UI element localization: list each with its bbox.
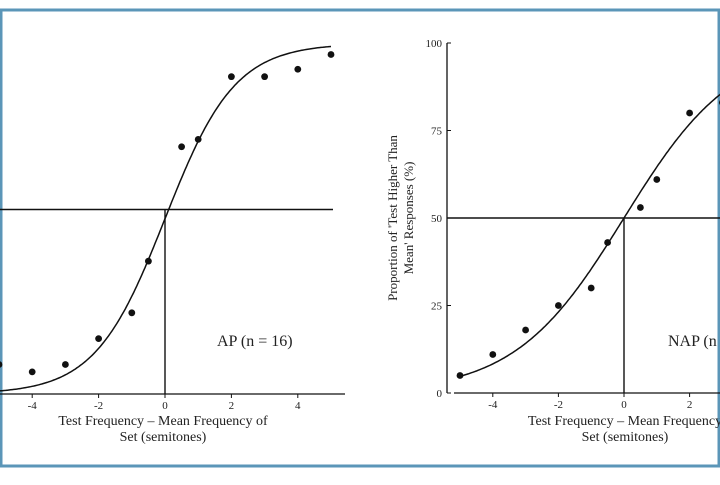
data-point-nap bbox=[604, 239, 611, 246]
fit-curve-ap bbox=[0, 45, 332, 392]
data-point-ap bbox=[128, 309, 136, 317]
x-tick-label-ap: 2 bbox=[229, 400, 235, 412]
y-axis-label-line-1-nap: Proportion of 'Test Higher Than bbox=[385, 135, 400, 301]
x-tick-label-ap: -4 bbox=[28, 400, 38, 412]
data-point-ap bbox=[145, 257, 152, 265]
y-tick-label-nap: 0 bbox=[437, 388, 443, 400]
data-point-ap bbox=[178, 143, 186, 151]
data-point-nap bbox=[686, 109, 693, 117]
data-point-nap bbox=[522, 326, 529, 334]
data-point-ap bbox=[28, 368, 36, 376]
x-tick-label-nap: -4 bbox=[488, 399, 498, 411]
data-point-nap bbox=[489, 351, 497, 358]
chart-annotation-nap: NAP (n bbox=[668, 333, 717, 350]
data-point-ap bbox=[228, 73, 235, 81]
y-tick-label-nap: 50 bbox=[431, 213, 443, 225]
y-axis-label-line-2-nap: Mean' Responses (%) bbox=[401, 162, 416, 275]
data-point-nap bbox=[456, 372, 464, 379]
chart-panel-ap: AP (n = 16) Test Frequency – Mean Freque… bbox=[0, 45, 345, 445]
x-axis-label-line-2-nap: Set (semitones) bbox=[582, 430, 669, 445]
x-tick-label-ap: -2 bbox=[94, 400, 103, 412]
figure-border bbox=[0, 8, 720, 468]
y-tick-label-nap: 25 bbox=[431, 301, 443, 313]
x-axis-label-line-1-ap: Test Frequency – Mean Frequency of bbox=[58, 414, 268, 429]
x-axis-label-line-2-ap: Set (semitones) bbox=[120, 430, 207, 445]
fit-curve-nap bbox=[459, 93, 720, 378]
chart-panel-nap: NAP (n Test Frequency – Mean Frequency S… bbox=[385, 38, 720, 445]
data-point-ap bbox=[62, 361, 69, 368]
data-point-nap bbox=[555, 302, 562, 309]
x-tick-label-ap: 4 bbox=[295, 400, 301, 412]
y-tick-label-nap: 75 bbox=[431, 126, 443, 138]
data-point-ap bbox=[294, 65, 302, 73]
data-point-ap bbox=[327, 51, 335, 58]
x-axis-label-line-1-nap: Test Frequency – Mean Frequency bbox=[528, 414, 720, 429]
chart-annotation-ap: AP (n = 16) bbox=[217, 333, 293, 350]
data-point-ap bbox=[0, 361, 3, 368]
data-point-ap bbox=[194, 135, 202, 143]
data-point-ap bbox=[261, 73, 268, 81]
data-point-nap bbox=[637, 204, 644, 211]
x-tick-label-ap: 0 bbox=[162, 400, 168, 412]
data-point-ap bbox=[95, 335, 102, 343]
x-tick-label-nap: -2 bbox=[554, 399, 563, 411]
x-tick-label-nap: 2 bbox=[687, 399, 693, 411]
y-tick-label-nap: 100 bbox=[426, 38, 443, 50]
x-tick-label-nap: 0 bbox=[621, 399, 627, 411]
data-point-nap bbox=[587, 284, 595, 292]
data-point-nap bbox=[653, 176, 661, 183]
